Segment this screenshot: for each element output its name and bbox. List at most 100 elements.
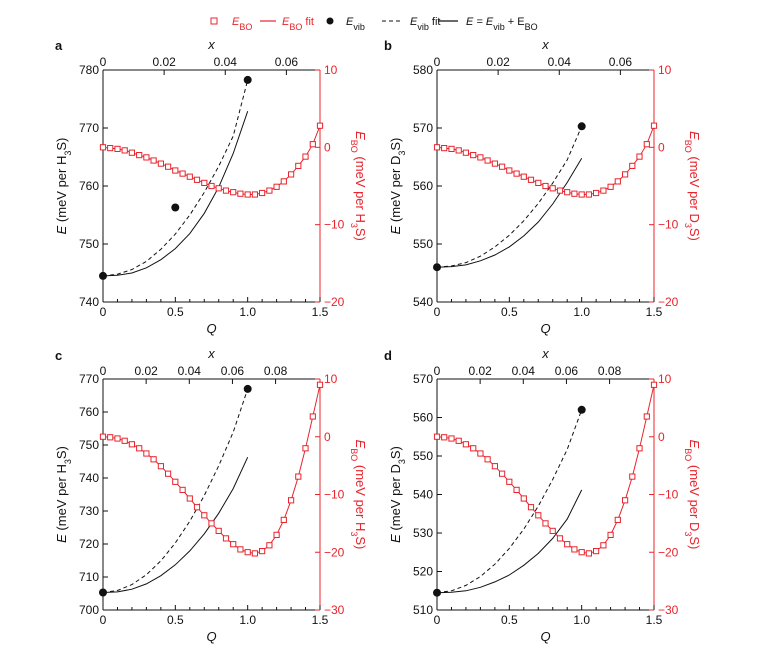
e-bo-point [237,546,244,553]
y-right-subscript: 3 [683,531,693,536]
e-bo-point [259,189,266,197]
y-left-tick-label: 710 [79,570,99,584]
e-bo-point [107,434,114,441]
y-left-symbol: E [54,225,69,234]
e-bo-point [114,435,121,442]
e-bo-point [549,527,556,534]
y-left-subscript: 3 [397,459,407,464]
e-bo-point [535,512,542,519]
x2-tick-label: 0.02 [152,55,176,69]
y-left-tick-label: 770 [79,372,99,386]
e-bo-point [513,170,520,177]
e-vib-point [433,588,441,597]
x2-tick-label: 0.02 [486,55,510,69]
e-total-line [102,111,249,277]
y-right-unit: (meV per H [353,461,368,531]
x2-tick-label: 0.08 [264,364,288,378]
e-bo-point [571,190,578,197]
e-bo-point [643,413,650,420]
y-right-tick-label: 0 [324,140,331,154]
y-right-symbol-subscript: BO [349,448,359,461]
y-right-tick-label: −10 [324,488,345,502]
y-left-subscript: 3 [397,151,407,156]
e-bo-point [251,550,259,557]
e-bo-point [462,441,469,448]
e-bo-point [316,122,324,129]
legend-symbol: E [346,16,354,28]
e-bo-point [288,171,295,178]
y-right-tick-label: −30 [658,603,679,617]
e-bo-point [585,550,592,557]
e-bo-point [179,170,186,177]
x-axis-label: Q [540,321,550,336]
y-right-tick-label: 0 [658,140,665,154]
x2-tick-label: 0 [434,55,441,69]
e-bo-point [441,434,448,441]
e-total-line [436,489,583,594]
e-bo-point [128,441,136,448]
x-tick-label: 1.0 [239,613,256,627]
x-tick-label: 1.5 [312,305,329,319]
y-left-tick-label: 730 [79,504,99,518]
e-vib-point [243,75,252,84]
x2-tick-label: 0 [434,364,441,378]
e-bo-point [280,516,287,523]
e-bo-point [237,190,244,197]
y-right-axis-label: EBO (meV per D3S) [683,131,702,241]
legend-dot-icon [326,17,334,25]
e-bo-point [295,473,302,480]
y-left-tick-label: 740 [79,295,99,309]
y-left-tick-label: 530 [413,526,433,540]
y-left-tick-label: 780 [79,63,99,77]
e-bo-point [455,437,462,444]
e-bo-point [622,497,629,504]
e-bo-point [165,163,172,170]
x-tick-label: 1.0 [239,305,256,319]
e-bo-point [506,167,513,174]
panels: a 0 0.5 1.0 1.5 Q 0 0.02 0.04 0.06 x 740 750 760 770 78… [54,37,702,644]
e-bo-point [564,541,571,548]
y-right-axis-label: EBO (meV per D3S) [683,440,702,550]
y-left-unit-end: S) [388,446,403,459]
e-bo-point [201,179,208,187]
e-bo-point [491,463,498,470]
e-bo-point [513,486,520,493]
y-right-tick-label: 10 [324,372,338,386]
e-bo-point [448,145,455,153]
e-bo-point [295,162,302,170]
e-bo-point [273,183,280,190]
y-right-tick-label: −30 [324,603,345,617]
e-bo-point [157,463,165,470]
e-bo-point [114,145,121,153]
e-bo-point [477,154,484,161]
legend-symbol: E [410,16,418,28]
e-bo-point [527,504,535,511]
y-right-unit-end: S) [353,228,368,241]
e-bo-point [441,145,448,152]
x2-tick-label: 0.02 [468,364,492,378]
e-bo-point [230,541,237,548]
e-vib-point [433,263,441,272]
e-bo-point [179,486,186,493]
e-bo-point [578,191,585,198]
e-bo-point [193,504,201,511]
e-bo-point [128,149,136,156]
y-right-tick-label: 10 [658,372,672,386]
x-tick-label: 1.0 [573,305,590,319]
e-bo-point [288,497,295,504]
y-right-tick-label: −10 [324,218,345,232]
e-bo-point [556,187,564,194]
x2-tick-label: 0.02 [134,364,158,378]
e-bo-point [470,445,477,452]
y-left-tick-label: 580 [413,63,433,77]
panel-a: a 0 0.5 1.0 1.5 Q 0 0.02 0.04 0.06 x 740 750 760 770 78… [54,37,368,336]
e-bo-point [549,185,556,192]
panel-label: b [384,38,392,53]
y-right-subscript: 3 [683,223,693,228]
e-vib-point [99,588,107,597]
e-bo-point [636,445,643,452]
legend-square-icon [210,17,218,25]
y-right-tick-label: 0 [658,430,665,444]
e-bo-point [150,157,157,164]
e-vib-fit-line [436,126,583,268]
